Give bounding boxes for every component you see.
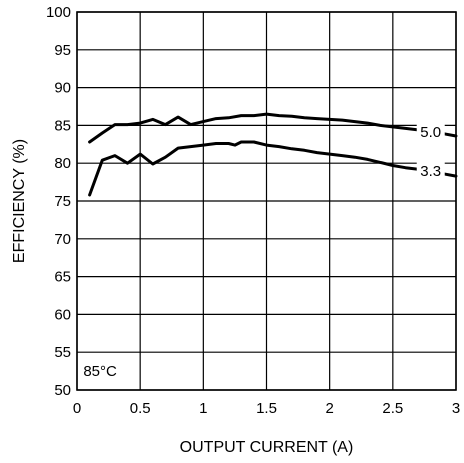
y-tick-label: 50 xyxy=(54,382,71,399)
y-tick-label: 60 xyxy=(54,306,71,323)
series-label-bg xyxy=(416,161,445,179)
y-tick-label: 75 xyxy=(54,193,71,210)
series-label-bg xyxy=(416,123,445,141)
y-tick-label: 85 xyxy=(54,117,71,134)
x-tick-label: 3 xyxy=(452,400,460,417)
y-axis-ticks: 50 55 60 65 70 75 80 85 90 95 100 xyxy=(46,4,71,399)
x-tick-label: 1 xyxy=(199,400,207,417)
x-tick-label: 2 xyxy=(325,400,333,417)
series-lines: 5.0 3.3 xyxy=(88,112,458,197)
y-tick-label: 70 xyxy=(54,231,71,248)
series-line-5.0 xyxy=(88,112,458,144)
y-axis-label: EFFICIENCY (%) xyxy=(11,139,28,263)
series-label-3.3: 3.3 xyxy=(420,163,441,180)
x-axis-label: OUTPUT CURRENT (A) xyxy=(180,439,354,456)
plot-frame xyxy=(76,11,457,391)
grid xyxy=(76,11,457,391)
y-tick-label: 100 xyxy=(46,4,71,21)
x-tick-label: 1.5 xyxy=(256,400,277,417)
y-tick-label: 80 xyxy=(54,155,71,172)
y-tick-label: 95 xyxy=(54,42,71,59)
x-tick-label: 2.5 xyxy=(382,400,403,417)
series-line-3.3 xyxy=(88,140,458,197)
series-label-5.0: 5.0 xyxy=(420,124,441,141)
temperature-annotation: 85°C xyxy=(83,363,117,380)
y-tick-label: 65 xyxy=(54,269,71,286)
x-tick-label: 0.5 xyxy=(130,400,151,417)
x-axis-ticks: 0 0.5 1 1.5 2 2.5 3 xyxy=(73,400,460,417)
x-tick-label: 0 xyxy=(73,400,81,417)
y-tick-label: 90 xyxy=(54,80,71,97)
y-tick-label: 55 xyxy=(54,344,71,361)
